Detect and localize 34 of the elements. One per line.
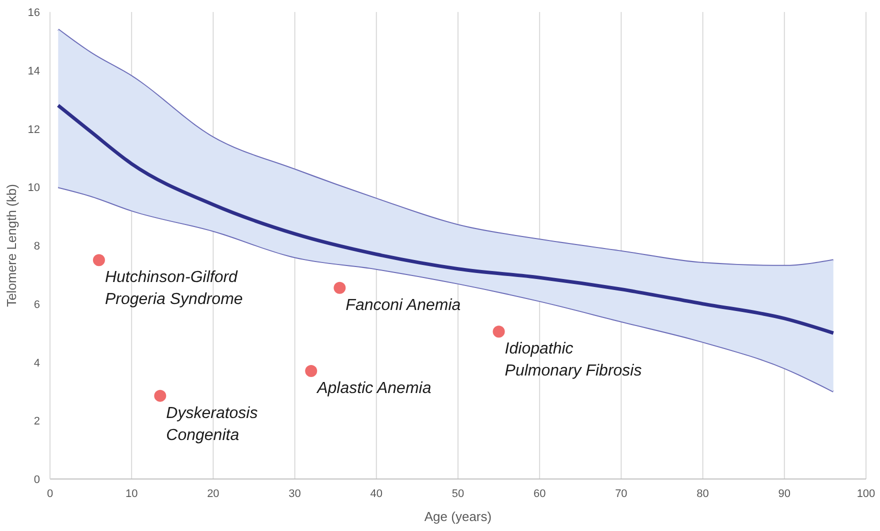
x-tick-label: 70 xyxy=(615,488,628,500)
x-tick-label: 30 xyxy=(288,488,301,500)
x-axis-title: Age (years) xyxy=(424,509,492,524)
annotation: Aplastic Anemia xyxy=(316,380,432,398)
y-tick-label: 0 xyxy=(34,474,40,486)
y-tick-label: 14 xyxy=(28,65,40,78)
y-tick-label: 16 xyxy=(28,7,40,19)
x-tick-label: 0 xyxy=(46,488,54,500)
point xyxy=(92,254,105,266)
y-tick-label: 6 xyxy=(34,298,40,311)
annotation: Dyskeratosis Congenita xyxy=(166,404,258,444)
line-series xyxy=(56,104,836,335)
x-tick-label: 40 xyxy=(370,488,383,500)
point xyxy=(492,326,505,338)
y-tick-label: 4 xyxy=(34,357,40,370)
annotation: Hutchinson-Gilford Progeria Syndrome xyxy=(104,269,243,308)
y-tick-label: 8 xyxy=(34,240,40,252)
x-tick-label: 50 xyxy=(452,488,464,500)
x-tick-label: 20 xyxy=(207,488,220,500)
annotation: Idiopathic Pulmonary Fibrosis xyxy=(504,340,642,380)
y-tick-label: 10 xyxy=(28,182,40,194)
line-series xyxy=(57,28,834,267)
point xyxy=(154,390,166,402)
y-tick-label: 2 xyxy=(34,416,40,428)
annotation: Fanconi Anemia xyxy=(346,296,461,314)
point xyxy=(305,365,318,378)
y-axis-title: Telomere Length (kb) xyxy=(4,184,19,307)
x-tick-label: 60 xyxy=(533,488,546,500)
x-tick-label: 90 xyxy=(778,488,791,500)
y-tick-label: 12 xyxy=(28,124,40,136)
x-tick-label: 100 xyxy=(856,488,876,500)
point xyxy=(334,282,346,294)
x-tick-label: 80 xyxy=(696,488,709,500)
x-tick-label: 10 xyxy=(125,488,138,500)
